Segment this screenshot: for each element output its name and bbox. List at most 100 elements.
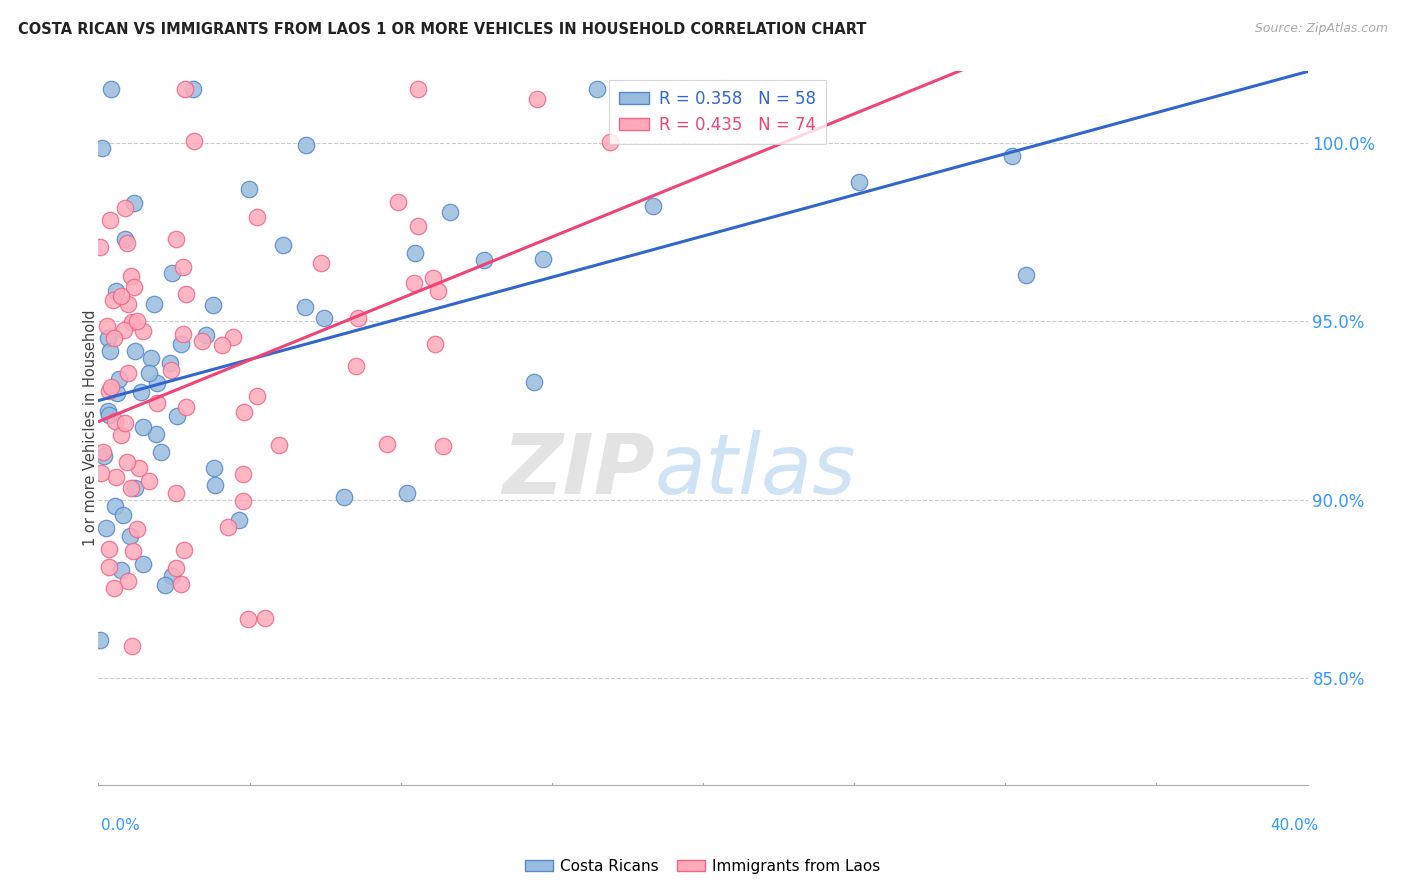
Y-axis label: 1 or more Vehicles in Household: 1 or more Vehicles in Household xyxy=(83,310,97,547)
Point xyxy=(344,359,367,373)
Point xyxy=(105,385,128,400)
Point xyxy=(149,444,172,458)
Point xyxy=(114,232,136,246)
Point xyxy=(472,253,495,268)
Point xyxy=(100,82,122,96)
Point xyxy=(104,414,127,428)
Point xyxy=(211,338,233,352)
Point xyxy=(194,327,217,342)
Point xyxy=(98,541,121,556)
Point xyxy=(232,467,254,481)
Point xyxy=(131,419,153,434)
Point xyxy=(238,612,260,626)
Point xyxy=(402,276,425,290)
Point xyxy=(848,175,870,189)
Point xyxy=(159,363,181,377)
Legend: Costa Ricans, Immigrants from Laos: Costa Ricans, Immigrants from Laos xyxy=(519,853,887,880)
Point xyxy=(93,450,115,464)
Point xyxy=(170,577,193,591)
Point xyxy=(120,481,142,495)
Point xyxy=(586,82,609,96)
Legend: R = 0.358   N = 58, R = 0.435   N = 74: R = 0.358 N = 58, R = 0.435 N = 74 xyxy=(609,79,825,144)
Point xyxy=(115,454,138,468)
Point xyxy=(124,481,146,495)
Point xyxy=(121,640,143,654)
Point xyxy=(139,351,162,365)
Point xyxy=(531,252,554,267)
Point xyxy=(294,138,316,153)
Point xyxy=(129,385,152,400)
Point xyxy=(174,82,197,96)
Point xyxy=(120,529,142,543)
Point xyxy=(422,271,444,285)
Point xyxy=(217,520,239,534)
Point xyxy=(172,260,194,275)
Point xyxy=(100,213,122,227)
Point xyxy=(127,314,149,328)
Point xyxy=(166,409,188,424)
Point xyxy=(98,343,121,358)
Point xyxy=(174,400,197,414)
Point xyxy=(204,478,226,492)
Point xyxy=(191,334,214,349)
Point xyxy=(153,578,176,592)
Point xyxy=(426,284,449,298)
Point xyxy=(294,300,316,314)
Point xyxy=(117,297,139,311)
Point xyxy=(146,396,169,410)
Point xyxy=(90,466,112,480)
Point xyxy=(165,560,187,574)
Point xyxy=(110,289,132,303)
Point xyxy=(228,513,250,527)
Point xyxy=(246,388,269,402)
Point xyxy=(333,490,356,504)
Point xyxy=(202,298,225,312)
Text: Source: ZipAtlas.com: Source: ZipAtlas.com xyxy=(1254,22,1388,36)
Point xyxy=(267,438,290,452)
Point xyxy=(142,297,165,311)
Point xyxy=(89,633,111,648)
Point xyxy=(253,610,276,624)
Point xyxy=(172,326,194,341)
Point xyxy=(112,323,135,337)
Point xyxy=(124,280,146,294)
Point xyxy=(439,204,461,219)
Point xyxy=(1001,148,1024,162)
Point xyxy=(138,366,160,380)
Point xyxy=(103,581,125,595)
Point xyxy=(117,366,139,380)
Point xyxy=(526,92,548,106)
Point xyxy=(432,439,454,453)
Point xyxy=(232,405,254,419)
Point xyxy=(117,574,139,588)
Point xyxy=(202,460,225,475)
Text: 40.0%: 40.0% xyxy=(1271,818,1319,832)
Point xyxy=(96,319,118,334)
Point xyxy=(114,417,136,431)
Point xyxy=(162,267,184,281)
Point xyxy=(125,522,148,536)
Point xyxy=(170,337,193,351)
Point xyxy=(98,408,121,422)
Point xyxy=(114,201,136,215)
Point xyxy=(96,521,118,535)
Point xyxy=(110,428,132,442)
Point xyxy=(101,293,124,308)
Point xyxy=(111,508,134,522)
Point xyxy=(232,493,254,508)
Point xyxy=(406,82,429,96)
Point xyxy=(146,376,169,390)
Point xyxy=(138,474,160,488)
Point xyxy=(174,287,197,301)
Point xyxy=(120,268,142,283)
Point xyxy=(105,470,128,484)
Text: atlas: atlas xyxy=(655,431,856,511)
Point xyxy=(375,437,398,451)
Point xyxy=(110,563,132,577)
Point xyxy=(115,235,138,250)
Point xyxy=(121,315,143,329)
Point xyxy=(100,380,122,394)
Point xyxy=(160,569,183,583)
Point xyxy=(222,330,245,344)
Point xyxy=(122,544,145,558)
